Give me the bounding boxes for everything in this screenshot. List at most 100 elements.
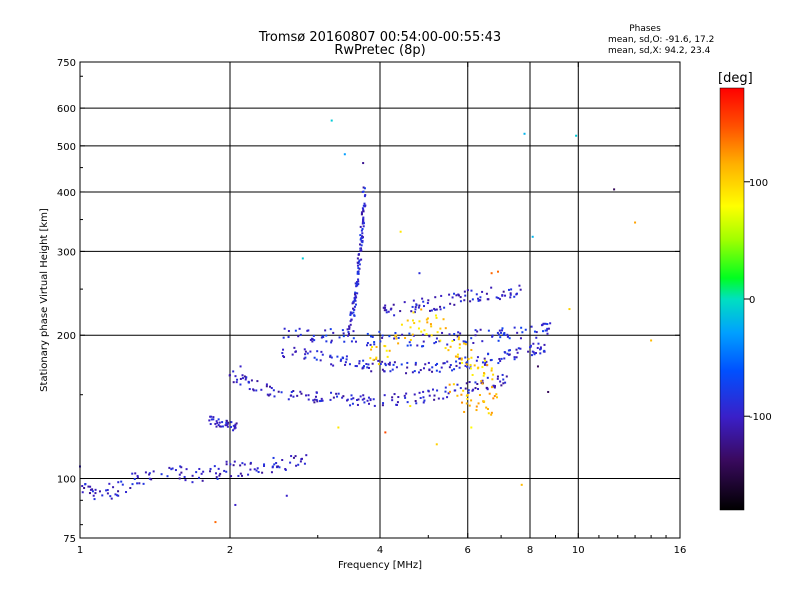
echo-point — [426, 317, 429, 320]
echo-point — [492, 373, 495, 376]
echo-point — [357, 398, 360, 401]
echo-point — [466, 361, 469, 364]
echo-point — [388, 349, 391, 352]
echo-point — [375, 345, 378, 348]
echo-point — [356, 399, 359, 402]
echo-point — [232, 464, 235, 467]
echo-point — [517, 347, 520, 350]
echo-point — [287, 398, 290, 401]
echo-point — [458, 362, 461, 365]
echo-point — [210, 418, 213, 421]
echo-point — [227, 421, 230, 424]
echo-point — [446, 343, 449, 346]
echo-point — [315, 358, 318, 361]
echo-point — [280, 391, 283, 394]
echo-point — [453, 333, 456, 336]
echo-point — [466, 366, 469, 369]
echo-point — [466, 289, 469, 292]
echo-point — [478, 394, 481, 397]
echo-point — [427, 389, 430, 392]
echo-point — [499, 360, 502, 363]
echo-point — [283, 356, 286, 359]
echo-point — [428, 369, 431, 372]
echo-point — [421, 345, 424, 348]
echo-point — [394, 331, 397, 334]
echo-point — [304, 356, 307, 359]
echo-point — [504, 294, 507, 297]
y-axis-label: Stationary phase Virtual Height [km] — [39, 208, 50, 392]
echo-point — [212, 416, 215, 419]
echo-point — [409, 344, 412, 347]
echo-point — [275, 462, 278, 465]
echo-point — [311, 340, 314, 343]
chart-subtitle: RwPretec (8p) — [334, 43, 425, 58]
echo-point — [365, 362, 368, 365]
echo-point — [497, 339, 500, 342]
echo-point — [312, 334, 315, 337]
echo-point — [93, 498, 96, 501]
echo-point — [337, 426, 340, 429]
echo-point — [365, 344, 368, 347]
echo-point — [447, 392, 450, 395]
echo-point — [498, 329, 501, 332]
echo-point — [220, 425, 223, 428]
echo-point — [465, 363, 468, 366]
echo-point — [287, 336, 290, 339]
echo-point — [353, 296, 356, 299]
echo-point — [395, 366, 398, 369]
echo-point — [493, 395, 496, 398]
echo-point — [490, 358, 493, 361]
echo-point — [389, 308, 392, 311]
echo-point — [357, 253, 360, 256]
echo-point — [470, 399, 473, 402]
echo-point — [174, 469, 177, 472]
echo-point — [464, 356, 467, 359]
echo-point — [271, 465, 274, 468]
echo-point — [360, 229, 363, 232]
echo-point — [237, 474, 240, 477]
x-tick-label: 1 — [77, 545, 83, 556]
echo-point — [516, 292, 519, 295]
echo-point — [421, 333, 424, 336]
echo-point — [491, 378, 494, 381]
echo-point — [353, 314, 356, 317]
echo-point — [349, 404, 352, 407]
echo-point — [546, 332, 549, 335]
echo-point — [456, 353, 459, 356]
echo-point — [178, 477, 181, 480]
echo-point — [497, 333, 500, 336]
echo-point — [451, 296, 454, 299]
echo-point — [509, 349, 512, 352]
echo-point — [342, 335, 345, 338]
echo-point — [351, 302, 354, 305]
echo-point — [218, 474, 221, 477]
echo-point — [356, 403, 359, 406]
echo-point — [361, 235, 364, 238]
echo-point — [273, 395, 276, 398]
y-tick-label: 500 — [57, 142, 76, 153]
echo-point — [506, 335, 509, 338]
echo-point — [493, 386, 496, 389]
echo-point — [353, 298, 356, 301]
echo-point — [366, 332, 369, 335]
echo-point — [277, 390, 280, 393]
echo-point — [458, 346, 461, 349]
echo-point — [393, 337, 396, 340]
echo-point — [195, 471, 198, 474]
echo-point — [191, 474, 194, 477]
echo-point — [460, 393, 463, 396]
echo-point — [502, 378, 505, 381]
echo-point — [98, 490, 101, 493]
echo-point — [505, 375, 508, 378]
echo-point — [485, 360, 488, 363]
echo-point — [359, 395, 362, 398]
echo-point — [247, 381, 250, 384]
echo-point — [350, 340, 353, 343]
echo-point — [484, 359, 487, 362]
echo-point — [184, 479, 187, 482]
echo-point — [457, 336, 460, 339]
echo-point — [250, 379, 253, 382]
echo-point — [354, 365, 357, 368]
echo-point — [226, 423, 229, 426]
echo-point — [117, 494, 120, 497]
